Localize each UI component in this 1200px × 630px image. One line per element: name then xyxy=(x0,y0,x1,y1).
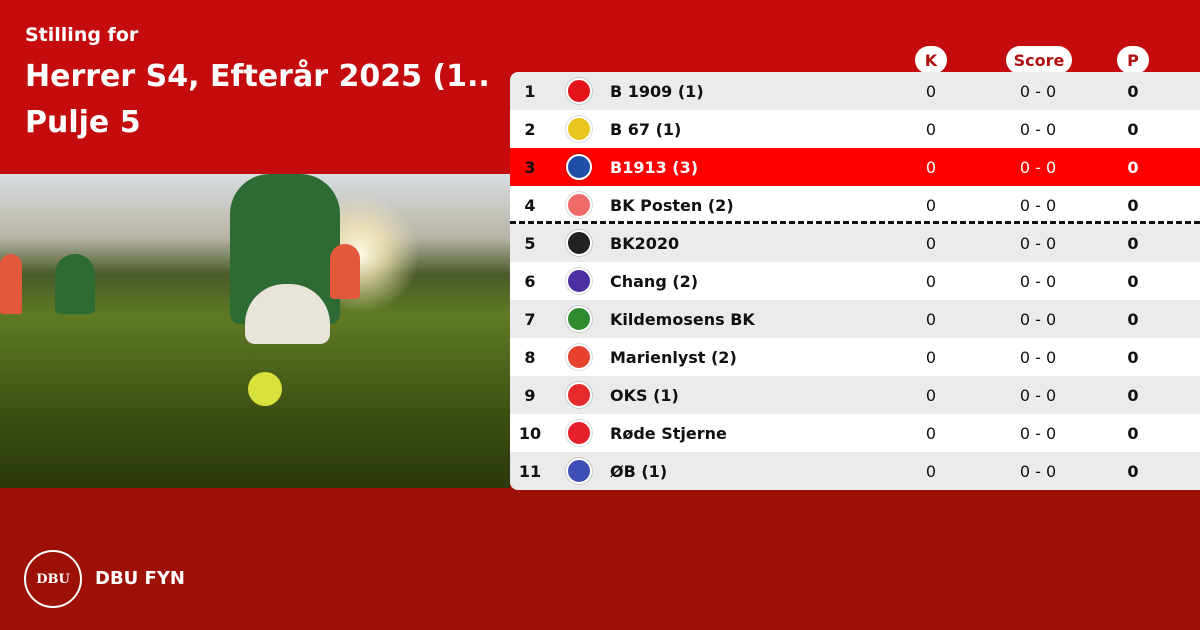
score: 0 - 0 xyxy=(1019,119,1057,139)
table-row[interactable]: 5 BK2020 0 0 - 0 0 xyxy=(510,224,1200,262)
team-name[interactable]: Chang (2) xyxy=(610,271,699,291)
points: 0 xyxy=(1127,157,1139,177)
player-shorts xyxy=(245,284,330,344)
page-subtitle: Stilling for xyxy=(25,24,139,46)
footer-background xyxy=(0,488,1200,630)
points: 0 xyxy=(1127,423,1139,443)
promotion-divider xyxy=(510,221,1200,224)
score: 0 - 0 xyxy=(1019,385,1057,405)
rank: 4 xyxy=(524,195,536,215)
points: 0 xyxy=(1127,81,1139,101)
matches-played: 0 xyxy=(925,119,937,139)
team-logo-icon xyxy=(566,306,592,332)
points: 0 xyxy=(1127,195,1139,215)
player-figure xyxy=(330,244,360,299)
page-title: Herrer S4, Efterår 2025 (1.. Pulje 5 xyxy=(25,59,490,140)
rank: 9 xyxy=(524,385,536,405)
score: 0 - 0 xyxy=(1019,423,1057,443)
player-figure xyxy=(0,254,22,314)
table-row[interactable]: 11 ØB (1) 0 0 - 0 0 xyxy=(510,452,1200,490)
rank: 6 xyxy=(524,271,536,291)
matches-played: 0 xyxy=(925,157,937,177)
team-logo-icon xyxy=(566,382,592,408)
matches-played: 0 xyxy=(925,271,937,291)
brand-name: DBU FYN xyxy=(95,568,185,589)
rank: 5 xyxy=(524,233,536,253)
rank: 10 xyxy=(518,423,542,443)
team-name[interactable]: ØB (1) xyxy=(610,461,668,481)
points: 0 xyxy=(1127,347,1139,367)
table-row[interactable]: 3 B1913 (3) 0 0 - 0 0 xyxy=(510,148,1200,186)
table-row[interactable]: 9 OKS (1) 0 0 - 0 0 xyxy=(510,376,1200,414)
score: 0 - 0 xyxy=(1019,347,1057,367)
team-logo-icon xyxy=(566,230,592,256)
matches-played: 0 xyxy=(925,233,937,253)
points: 0 xyxy=(1127,119,1139,139)
football-photo xyxy=(0,174,510,488)
team-logo-icon xyxy=(566,268,592,294)
matches-played: 0 xyxy=(925,81,937,101)
points: 0 xyxy=(1127,271,1139,291)
team-logo-icon xyxy=(566,154,592,180)
team-name[interactable]: Røde Stjerne xyxy=(610,423,727,443)
matches-played: 0 xyxy=(925,347,937,367)
team-name[interactable]: BK Posten (2) xyxy=(610,195,734,215)
matches-played: 0 xyxy=(925,309,937,329)
team-logo-icon xyxy=(566,344,592,370)
table-row[interactable]: 2 B 67 (1) 0 0 - 0 0 xyxy=(510,110,1200,148)
team-name[interactable]: BK2020 xyxy=(610,233,680,253)
score: 0 - 0 xyxy=(1019,233,1057,253)
table-row[interactable]: 8 Marienlyst (2) 0 0 - 0 0 xyxy=(510,338,1200,376)
team-name[interactable]: B1913 (3) xyxy=(610,157,699,177)
column-header-p[interactable]: P xyxy=(1117,46,1149,74)
team-logo-icon xyxy=(566,192,592,218)
score: 0 - 0 xyxy=(1019,271,1057,291)
table-row[interactable]: 1 B 1909 (1) 0 0 - 0 0 xyxy=(510,72,1200,110)
rank: 2 xyxy=(524,119,536,139)
score: 0 - 0 xyxy=(1019,195,1057,215)
team-logo-icon xyxy=(566,420,592,446)
table-row[interactable]: 10 Røde Stjerne 0 0 - 0 0 xyxy=(510,414,1200,452)
score: 0 - 0 xyxy=(1019,81,1057,101)
points: 0 xyxy=(1127,461,1139,481)
points: 0 xyxy=(1127,309,1139,329)
dbu-logo-text: DBU xyxy=(36,571,70,587)
team-name[interactable]: B 1909 (1) xyxy=(610,81,704,101)
matches-played: 0 xyxy=(925,385,937,405)
team-name[interactable]: Marienlyst (2) xyxy=(610,347,737,367)
points: 0 xyxy=(1127,233,1139,253)
rank: 11 xyxy=(518,461,542,481)
team-logo-icon xyxy=(566,458,592,484)
rank: 1 xyxy=(524,81,536,101)
team-logo-icon xyxy=(566,78,592,104)
table-row[interactable]: 6 Chang (2) 0 0 - 0 0 xyxy=(510,262,1200,300)
score: 0 - 0 xyxy=(1019,157,1057,177)
team-name[interactable]: B 67 (1) xyxy=(610,119,682,139)
points: 0 xyxy=(1127,385,1139,405)
score: 0 - 0 xyxy=(1019,309,1057,329)
rank: 8 xyxy=(524,347,536,367)
dbu-logo: DBU xyxy=(24,550,82,608)
table-row[interactable]: 7 Kildemosens BK 0 0 - 0 0 xyxy=(510,300,1200,338)
team-name[interactable]: Kildemosens BK xyxy=(610,309,755,329)
score: 0 - 0 xyxy=(1019,461,1057,481)
matches-played: 0 xyxy=(925,195,937,215)
column-header-k[interactable]: K xyxy=(915,46,947,74)
rank: 3 xyxy=(524,157,536,177)
matches-played: 0 xyxy=(925,461,937,481)
rank: 7 xyxy=(524,309,536,329)
team-logo-icon xyxy=(566,116,592,142)
matches-played: 0 xyxy=(925,423,937,443)
player-figure xyxy=(55,254,95,314)
column-header-score[interactable]: Score xyxy=(1006,46,1072,74)
table-row[interactable]: 4 BK Posten (2) 0 0 - 0 0 xyxy=(510,186,1200,224)
team-name[interactable]: OKS (1) xyxy=(610,385,679,405)
football xyxy=(248,372,282,406)
